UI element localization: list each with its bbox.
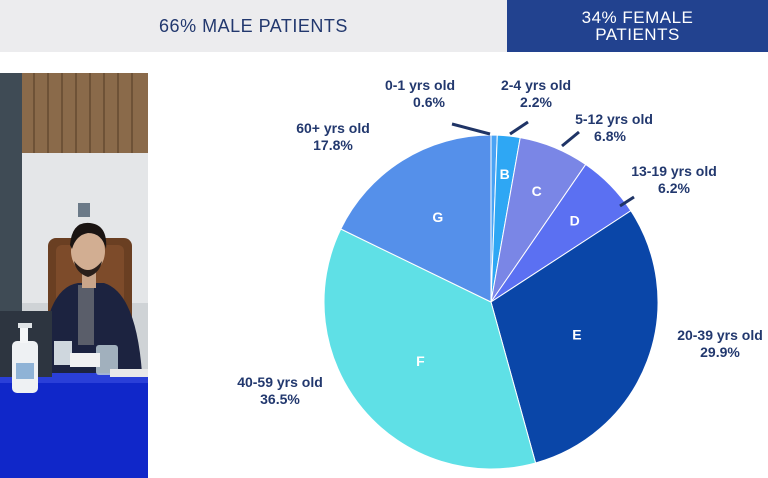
- slice-letter-g: G: [432, 209, 443, 225]
- slice-value-label: 2.2%: [520, 94, 552, 110]
- slice-name-label: 20-39 yrs old: [677, 327, 763, 343]
- slice-value-label: 36.5%: [260, 391, 300, 407]
- male-patients-label: 66% MALE PATIENTS: [159, 15, 348, 36]
- female-patients-banner: 34% FEMALE PATIENTS: [507, 0, 768, 52]
- person-at-desk-photo: [0, 73, 148, 478]
- female-patients-label: 34% FEMALE PATIENTS: [581, 8, 694, 44]
- slice-letter-d: D: [570, 212, 580, 228]
- slice-value-label: 6.8%: [594, 128, 626, 144]
- photo-illustration: [0, 73, 148, 478]
- pie-slices: B C D E F G: [323, 134, 659, 470]
- pie-slice-6: [323, 228, 537, 470]
- slice-letter-e: E: [572, 326, 581, 342]
- leader-line: [561, 130, 580, 148]
- slice-name-label: 40-59 yrs old: [237, 374, 323, 390]
- leader-line: [451, 122, 491, 136]
- slice-value-label: 17.8%: [313, 137, 353, 153]
- leader-line: [619, 195, 635, 208]
- slice-value-label: 29.9%: [700, 344, 740, 360]
- slice-letter-c: C: [532, 183, 542, 199]
- slice-value-label: 0.6%: [413, 94, 445, 110]
- pie-slice-7: [340, 134, 492, 303]
- slice-name-label: 13-19 yrs old: [631, 163, 717, 179]
- leader-line: [509, 120, 529, 136]
- slice-letter-b: B: [500, 166, 510, 182]
- male-patients-banner: 66% MALE PATIENTS: [0, 0, 507, 52]
- slice-name-label: 2-4 yrs old: [501, 77, 571, 93]
- slice-value-label: 6.2%: [658, 180, 690, 196]
- slice-name-label: 0-1 yrs old: [385, 77, 455, 93]
- slice-name-label: 5-12 yrs old: [575, 111, 653, 127]
- pie-slice-5: [490, 210, 659, 464]
- slice-letter-f: F: [416, 353, 425, 369]
- slice-name-label: 60+ yrs old: [296, 120, 370, 136]
